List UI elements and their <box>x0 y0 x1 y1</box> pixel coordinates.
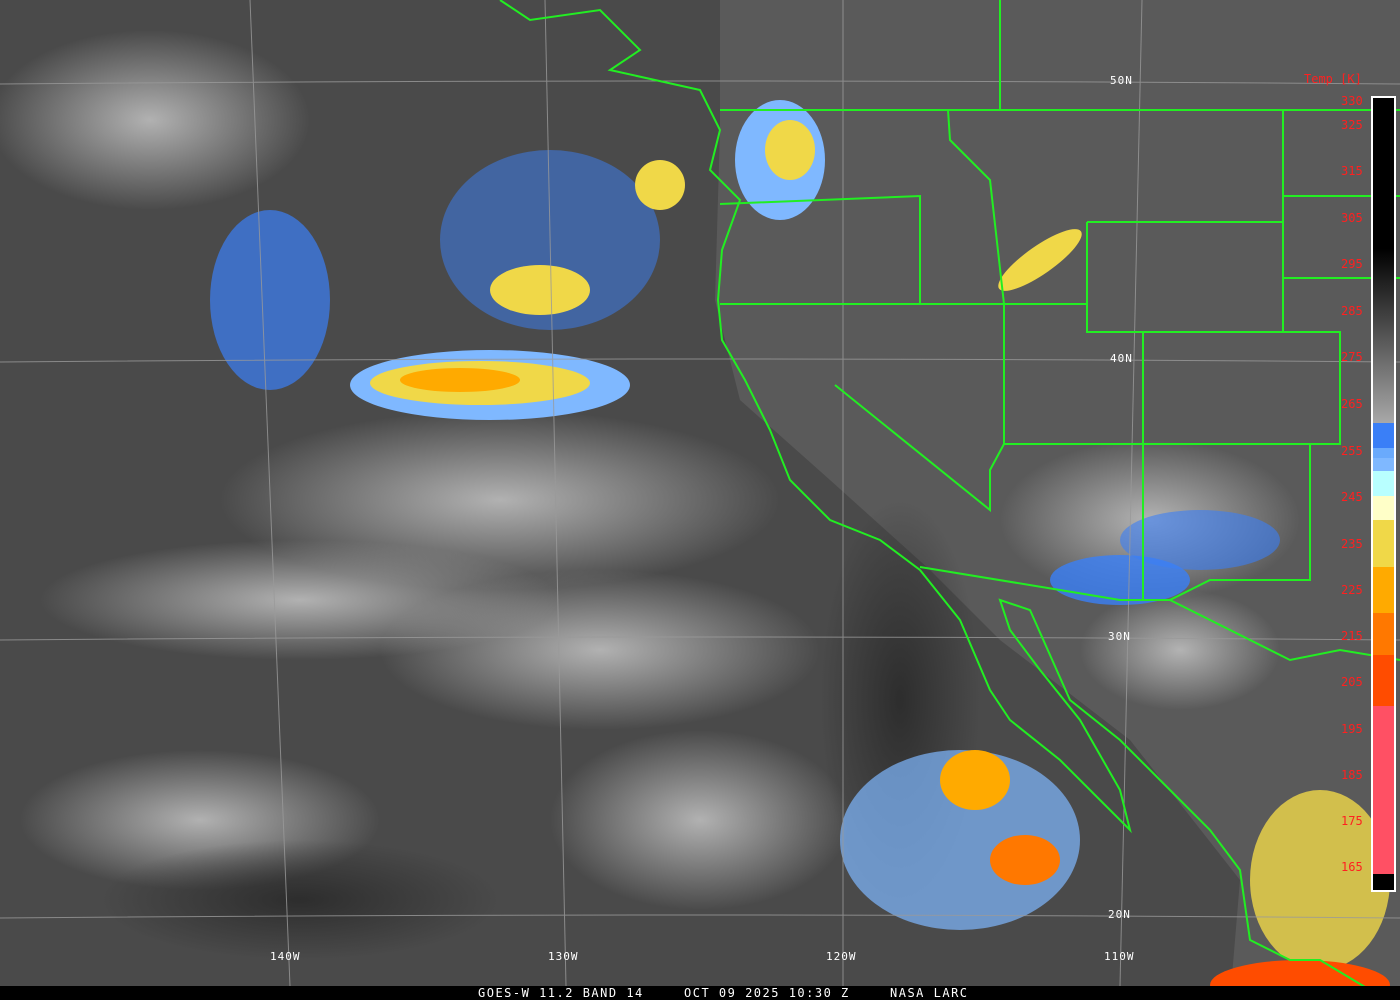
colorbar-tick-label: 275 <box>1341 350 1363 364</box>
lat-label: 40N <box>1110 352 1133 365</box>
cloud-fields <box>0 30 1300 960</box>
colorbar-tick-label: 245 <box>1341 490 1363 504</box>
data-source: NASA LARC <box>890 986 969 1000</box>
colorbar-tick-label: 305 <box>1341 211 1363 225</box>
colorbar-tick-label: 165 <box>1341 860 1363 874</box>
colorbar-tick-label: 255 <box>1341 444 1363 458</box>
mexico-border <box>1169 599 1400 662</box>
lat-label: 20N <box>1108 908 1131 921</box>
lon-label: 120W <box>826 950 857 963</box>
colorbar-tick-label: 235 <box>1341 537 1363 551</box>
colorbar-tick-label: 285 <box>1341 304 1363 318</box>
colorbar-tick-label: 175 <box>1341 814 1363 828</box>
lon-label: 130W <box>548 950 579 963</box>
lon-label: 110W <box>1104 950 1135 963</box>
satellite-band: GOES-W 11.2 BAND 14 <box>478 986 644 1000</box>
political-boundaries <box>499 0 1400 991</box>
observation-time: OCT 09 2025 10:30 Z <box>684 986 850 1000</box>
temperature-colorbar <box>1371 96 1396 892</box>
colorbar-tick-label: 325 <box>1341 118 1363 132</box>
colorbar-tick-label: 315 <box>1341 164 1363 178</box>
colorbar-tick-label: 205 <box>1341 675 1363 689</box>
coastline <box>499 0 1371 991</box>
colorbar-tick-label: 265 <box>1341 397 1363 411</box>
colorbar-tick-label: 295 <box>1341 257 1363 271</box>
colorbar-title: Temp [K] <box>1304 72 1362 86</box>
lat-label: 30N <box>1108 630 1131 643</box>
image-caption: GOES-W 11.2 BAND 14 OCT 09 2025 10:30 Z … <box>0 986 1400 1000</box>
lon-label: 140W <box>270 950 301 963</box>
colorbar-tick-label: 225 <box>1341 583 1363 597</box>
colorbar-tick-label: 195 <box>1341 722 1363 736</box>
lat-label: 50N <box>1110 74 1133 87</box>
colorbar-tick-label: 330 <box>1341 94 1363 108</box>
colorbar-tick-label: 215 <box>1341 629 1363 643</box>
colorbar-tick-label: 185 <box>1341 768 1363 782</box>
